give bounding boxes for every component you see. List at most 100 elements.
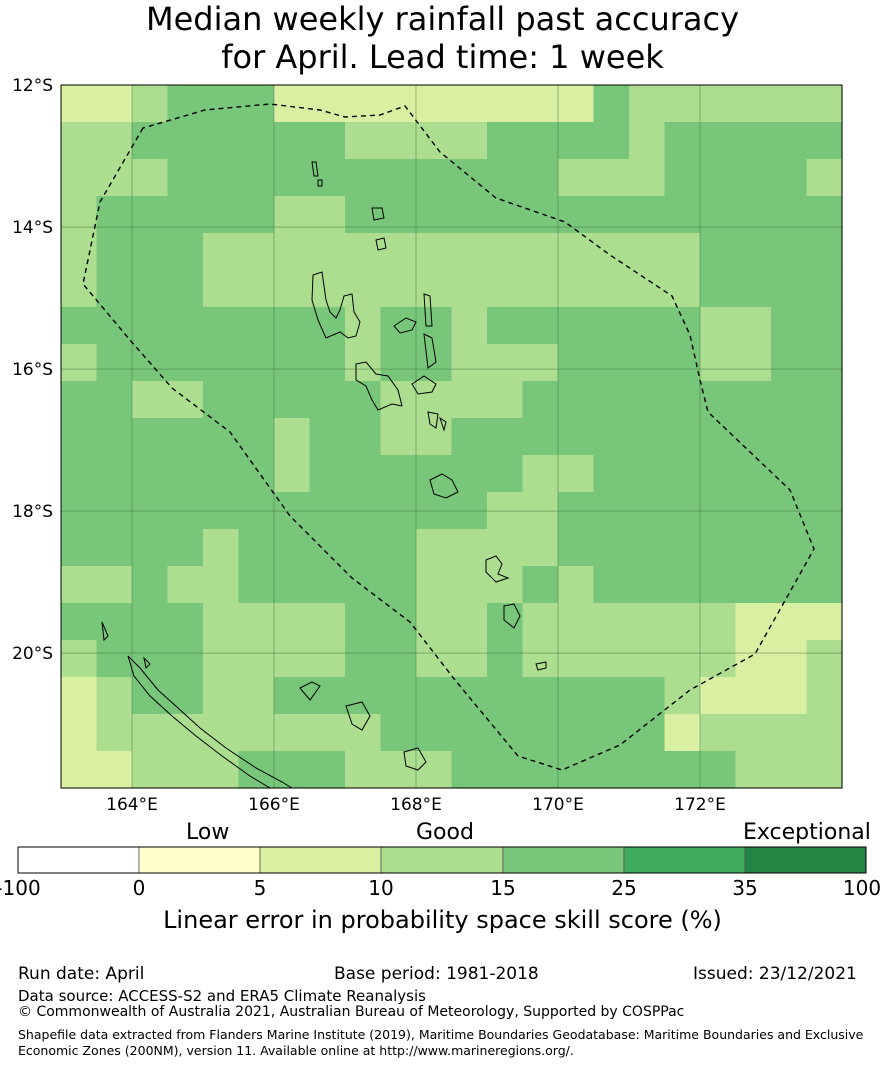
skill-cell bbox=[167, 381, 204, 419]
skill-cell bbox=[132, 159, 169, 197]
skill-cell bbox=[61, 714, 98, 752]
skill-cell bbox=[664, 381, 701, 419]
skill-cell bbox=[274, 566, 311, 604]
skill-cell bbox=[629, 270, 666, 308]
skill-cell bbox=[451, 122, 488, 160]
skill-cell bbox=[380, 307, 417, 345]
skill-cell bbox=[132, 529, 169, 567]
skill-cell bbox=[522, 714, 559, 752]
axis-labels: 12°S 14°S 16°S 18°S 20°S 164°E 166°E 168°E 170°E… bbox=[12, 76, 726, 815]
skill-cell bbox=[487, 344, 524, 382]
skill-cell bbox=[700, 418, 737, 456]
skill-cell bbox=[451, 566, 488, 604]
skill-cell bbox=[700, 455, 737, 493]
skill-cell bbox=[735, 566, 772, 604]
skill-cell bbox=[345, 270, 382, 308]
skill-cell bbox=[238, 603, 275, 641]
skill-cell bbox=[61, 566, 98, 604]
skill-cell bbox=[700, 122, 737, 160]
skill-cell bbox=[416, 270, 453, 308]
skill-cell bbox=[735, 418, 772, 456]
skill-cell bbox=[771, 455, 808, 493]
skill-cell bbox=[558, 677, 595, 715]
skill-cell bbox=[416, 603, 453, 641]
skill-cell bbox=[380, 418, 417, 456]
skill-cell bbox=[309, 85, 346, 123]
shapefile-credit: Shapefile data extracted from Flanders M… bbox=[18, 1027, 864, 1058]
colorbar-tick: 15 bbox=[490, 876, 516, 900]
skill-cell bbox=[664, 418, 701, 456]
skill-cell bbox=[238, 529, 275, 567]
skill-cell bbox=[558, 455, 595, 493]
skill-cell bbox=[274, 381, 311, 419]
skill-cell bbox=[167, 529, 204, 567]
skill-cell bbox=[61, 640, 98, 678]
skill-cell bbox=[61, 85, 98, 123]
skill-cell bbox=[806, 603, 843, 641]
skill-cell bbox=[487, 418, 524, 456]
skill-cell bbox=[664, 196, 701, 234]
skill-cell bbox=[132, 418, 169, 456]
skill-cell bbox=[558, 529, 595, 567]
skill-cell bbox=[593, 344, 630, 382]
skill-cell bbox=[238, 159, 275, 197]
skill-cell bbox=[345, 307, 382, 345]
skill-cell bbox=[806, 529, 843, 567]
skill-cell bbox=[96, 677, 133, 715]
island-outline bbox=[311, 271, 361, 339]
skill-cell bbox=[309, 640, 346, 678]
skill-cell bbox=[451, 233, 488, 271]
skill-cell bbox=[487, 566, 524, 604]
skill-cell bbox=[238, 196, 275, 234]
run-date: Run date: April bbox=[18, 964, 145, 984]
skill-cell bbox=[96, 344, 133, 382]
skill-cell bbox=[735, 677, 772, 715]
skill-cell bbox=[629, 529, 666, 567]
data-source: Data source: ACCESS-S2 and ERA5 Climate … bbox=[18, 987, 426, 1005]
skill-cell bbox=[771, 159, 808, 197]
base-period: Base period: 1981-2018 bbox=[334, 964, 539, 984]
skill-cell bbox=[203, 677, 240, 715]
skill-cell bbox=[558, 714, 595, 752]
skill-cell bbox=[345, 529, 382, 567]
skill-cell bbox=[203, 566, 240, 604]
skill-cell bbox=[629, 714, 666, 752]
skill-cell bbox=[771, 307, 808, 345]
skill-cell bbox=[274, 270, 311, 308]
skill-cell bbox=[558, 159, 595, 197]
latitude-tick-label: 20°S bbox=[12, 644, 53, 664]
skill-cell bbox=[380, 233, 417, 271]
colorbar-tick: 0 bbox=[132, 876, 146, 900]
skill-cell bbox=[735, 455, 772, 493]
island-outline bbox=[427, 411, 439, 429]
island-outline bbox=[355, 361, 403, 411]
skill-cell bbox=[416, 677, 453, 715]
skill-cell bbox=[96, 307, 133, 345]
skill-cell bbox=[487, 677, 524, 715]
skill-cell bbox=[238, 307, 275, 345]
skill-cell bbox=[558, 233, 595, 271]
skill-cell bbox=[132, 85, 169, 123]
skill-cell bbox=[593, 270, 630, 308]
skill-cell bbox=[522, 603, 559, 641]
skill-cell bbox=[416, 159, 453, 197]
skill-cell bbox=[416, 566, 453, 604]
skill-cell bbox=[593, 159, 630, 197]
skill-cell bbox=[203, 270, 240, 308]
skill-cell bbox=[380, 122, 417, 160]
skill-cell bbox=[664, 85, 701, 123]
skill-cell bbox=[558, 85, 595, 123]
skill-cell bbox=[593, 85, 630, 123]
skill-cell bbox=[629, 196, 666, 234]
island-outline bbox=[485, 555, 510, 583]
skill-cell bbox=[238, 344, 275, 382]
skill-cell bbox=[203, 640, 240, 678]
skill-cell bbox=[700, 640, 737, 678]
skill-cell bbox=[132, 751, 169, 789]
latitude-tick-label: 14°S bbox=[12, 218, 53, 238]
issued-date: Issued: 23/12/2021 bbox=[693, 964, 857, 984]
skill-cell bbox=[700, 85, 737, 123]
skill-cell bbox=[380, 196, 417, 234]
skill-cell bbox=[309, 566, 346, 604]
skill-cell bbox=[61, 455, 98, 493]
